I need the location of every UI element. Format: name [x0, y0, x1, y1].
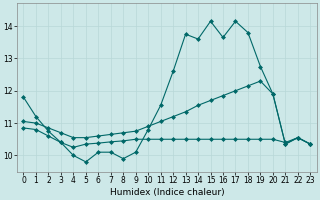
X-axis label: Humidex (Indice chaleur): Humidex (Indice chaleur) [109, 188, 224, 197]
